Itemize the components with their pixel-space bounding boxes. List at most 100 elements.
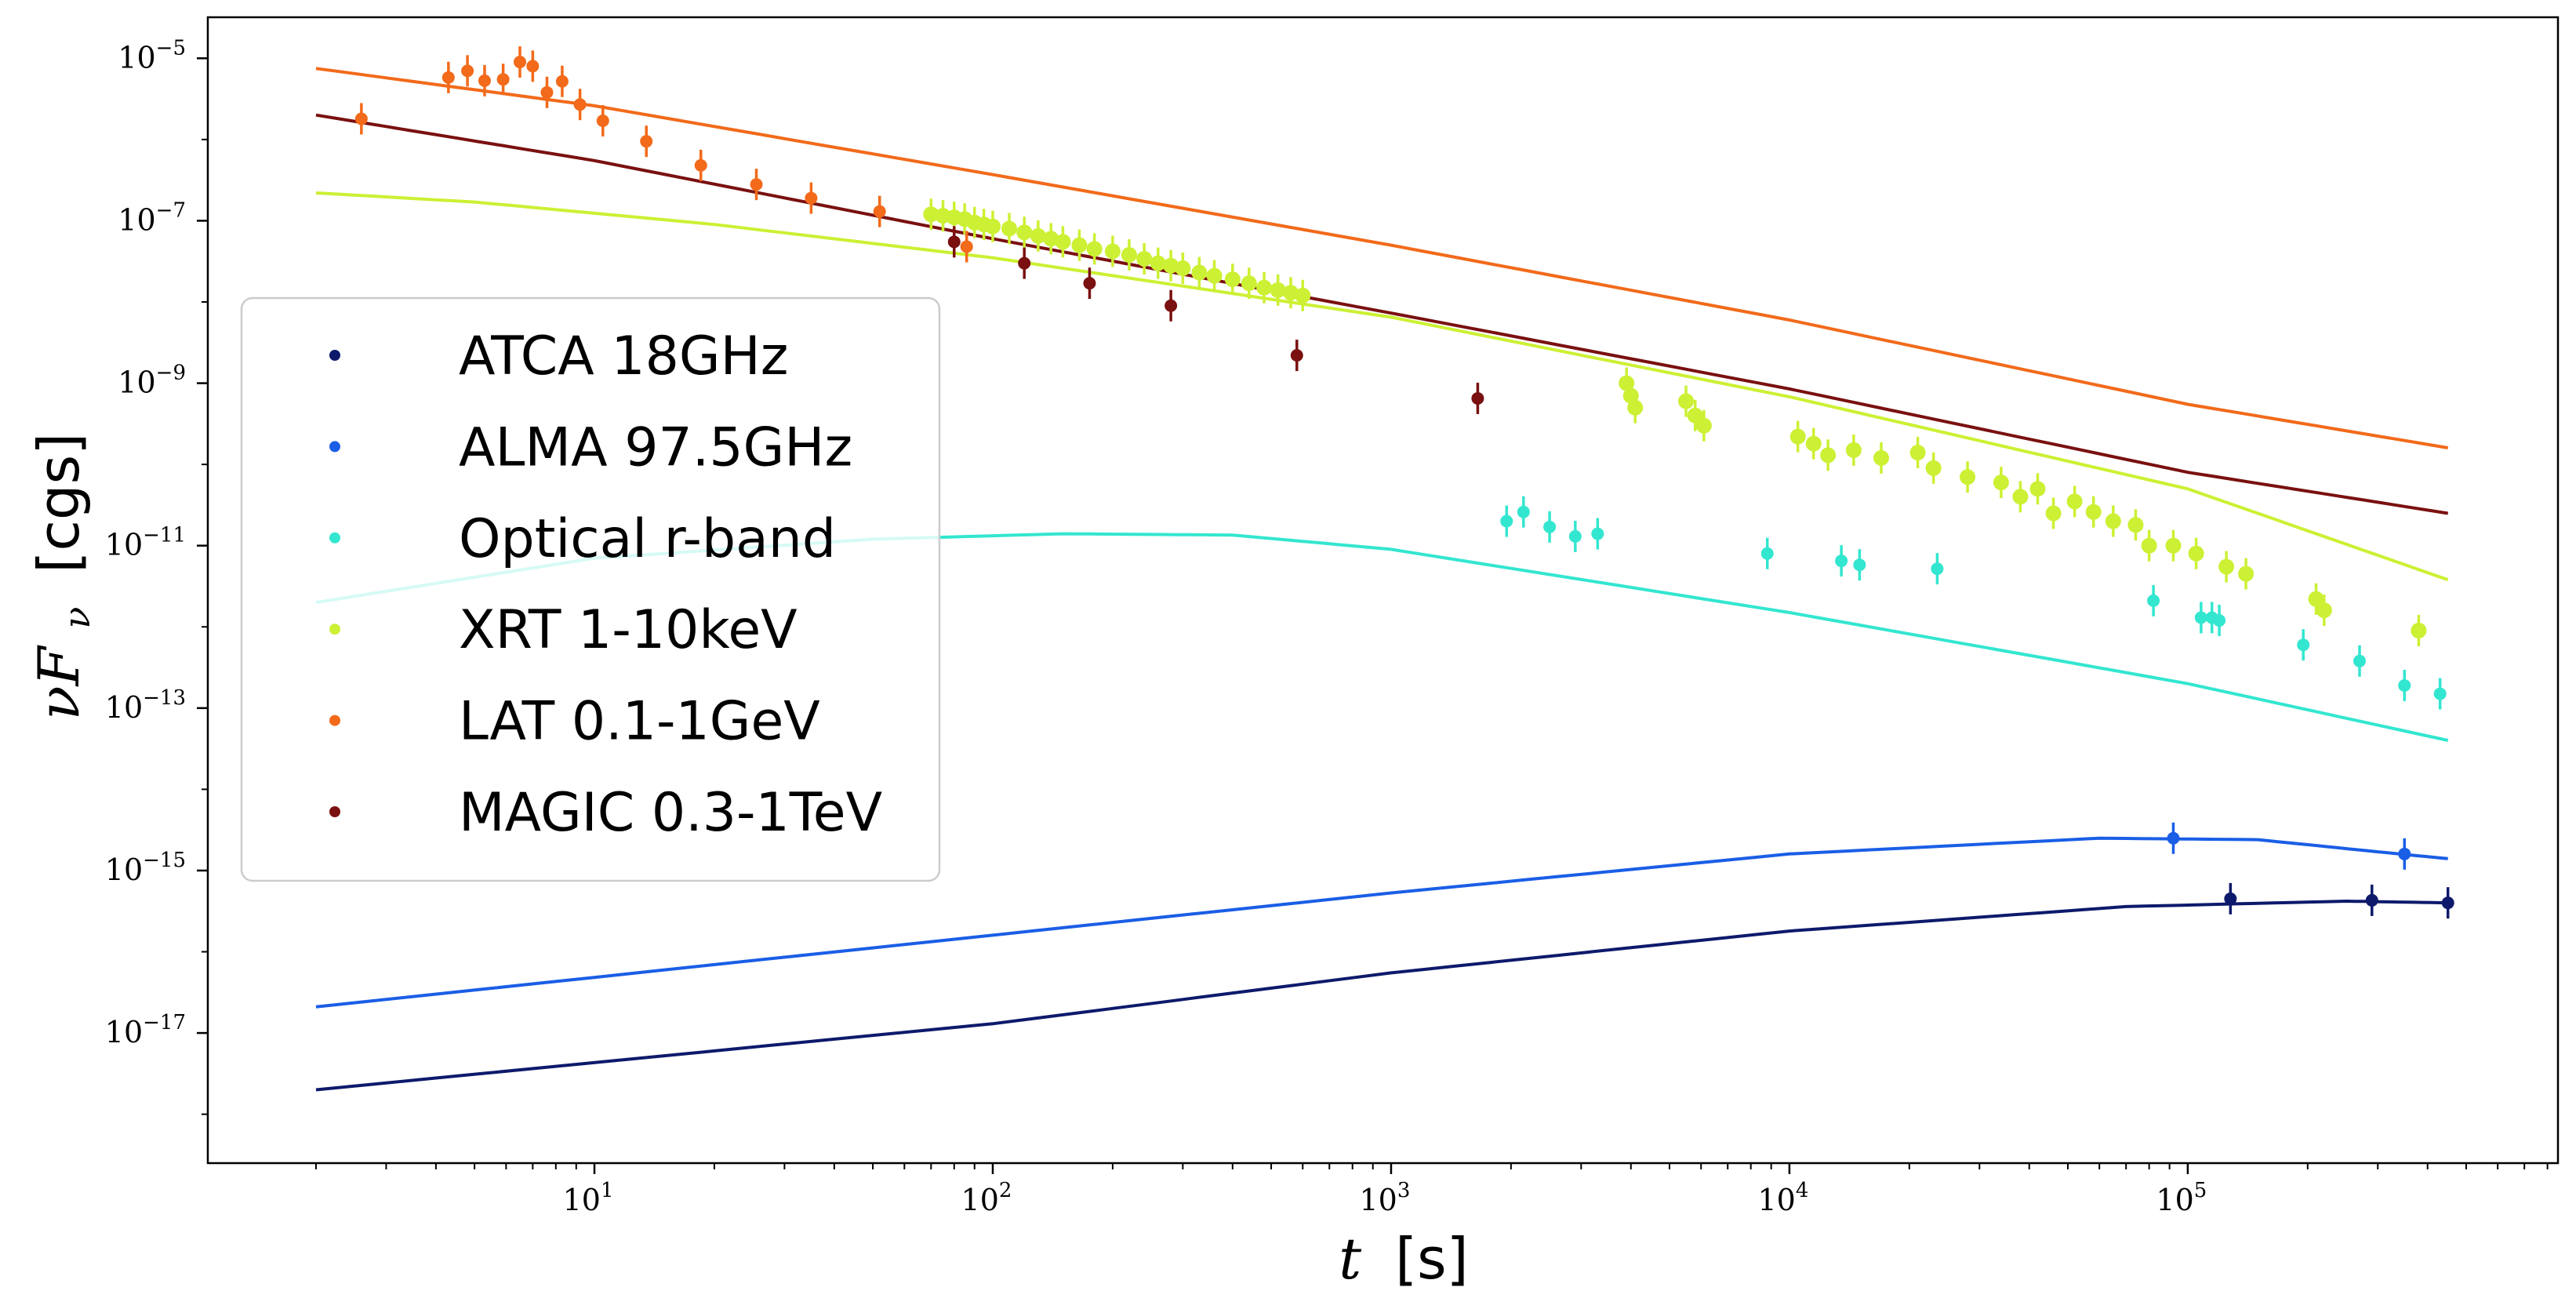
data-point [2238, 565, 2254, 582]
data-point [2127, 517, 2144, 533]
data-point [2085, 504, 2102, 520]
x-tick-exponent: 5 [2194, 1179, 2207, 1202]
y-axis-unit: [cgs] [26, 433, 92, 573]
data-point [1086, 241, 1103, 257]
data-point [2308, 591, 2324, 607]
data-point [1820, 447, 1837, 464]
y-tick-exponent: −7 [156, 198, 186, 222]
model-line-0 [315, 899, 2448, 1092]
data-point [1517, 505, 1530, 518]
legend-box [240, 296, 941, 882]
data-points [354, 46, 2454, 919]
legend-label: MAGIC 0.3-1TeV [459, 782, 882, 844]
data-point [1678, 393, 1695, 409]
data-point [1256, 279, 1273, 296]
data-point [947, 235, 961, 249]
data-point [1290, 349, 1303, 362]
data-point [2353, 654, 2367, 667]
data-point [496, 73, 510, 86]
data-point [960, 240, 973, 253]
legend: ATCA 18GHz ALMA 97.5GHz Optical r-band XRT … [240, 296, 941, 882]
data-point [2029, 481, 2046, 497]
data-point [2066, 493, 2083, 510]
data-point [441, 71, 455, 84]
data-point [2105, 513, 2121, 529]
data-point [923, 206, 939, 223]
legend-label: ALMA 97.5GHz [459, 416, 852, 478]
data-point [1001, 220, 1018, 237]
data-point [750, 178, 763, 191]
y-tick-exponent: −17 [143, 1011, 186, 1034]
data-point [2316, 602, 2332, 619]
data-point [526, 60, 540, 73]
x-axis-unit: [s] [1395, 1226, 1469, 1292]
data-point [1136, 250, 1153, 267]
data-point [2167, 831, 2180, 845]
data-point [1543, 520, 1557, 533]
data-point [1030, 227, 1046, 244]
data-point [2045, 505, 2062, 522]
legend-marker [329, 806, 340, 817]
data-point [461, 64, 474, 78]
data-point [540, 85, 554, 99]
legend-label: LAT 0.1-1GeV [459, 691, 820, 753]
legend-label: ATCA 18GHz [459, 325, 788, 387]
data-point [2141, 537, 2157, 554]
y-axis-variable-subscript: ν [56, 607, 98, 629]
model-line-1 [315, 836, 2448, 1009]
data-point [1270, 282, 1286, 298]
legend-marker [329, 624, 340, 635]
data-point [694, 158, 707, 172]
data-point [2188, 545, 2204, 562]
data-point [2194, 611, 2207, 624]
x-tick-exponent: 4 [1796, 1179, 1809, 1202]
data-point [2441, 896, 2454, 910]
data-point [1206, 267, 1223, 284]
data-point [1568, 529, 1582, 543]
data-point [1873, 449, 1889, 466]
x-tick-exponent: 3 [1397, 1179, 1411, 1202]
y-axis-label: νF ν [cgs] [26, 433, 103, 720]
x-tick-exponent: 1 [601, 1179, 614, 1202]
data-point [1760, 547, 1774, 560]
data-point [478, 74, 491, 87]
data-point [514, 56, 527, 69]
data-point [1241, 275, 1257, 292]
data-point [1925, 460, 1942, 476]
data-point [1789, 428, 1806, 445]
data-point [2297, 638, 2310, 652]
data-point [1016, 224, 1033, 241]
data-point [1909, 445, 1926, 461]
data-point [1805, 435, 1822, 452]
legend-label: Optical r-band [459, 508, 836, 570]
data-point [1191, 264, 1208, 281]
y-tick-exponent: −15 [143, 849, 186, 872]
data-point [2218, 558, 2235, 575]
data-point [1471, 391, 1484, 405]
x-axis-label: t [s] [1339, 1226, 1469, 1292]
data-point [1083, 277, 1096, 290]
data-point [1104, 243, 1121, 260]
legend-marker [329, 441, 340, 453]
y-tick-exponent: −13 [143, 686, 186, 710]
data-point [1055, 234, 1071, 250]
data-point [1853, 558, 1866, 572]
x-axis-ticks: 101 102 103 104 105 [314, 1163, 2549, 1217]
data-point [1591, 527, 1604, 540]
y-axis-variable: νF [26, 644, 92, 720]
data-point [2165, 537, 2182, 554]
plot-frame [206, 16, 2560, 1165]
data-point [354, 112, 368, 125]
data-point [805, 191, 818, 205]
data-point [1224, 271, 1241, 288]
model-line-4 [315, 67, 2449, 449]
data-point [1018, 256, 1031, 270]
data-point [873, 205, 886, 218]
model-line-3 [315, 191, 2449, 582]
data-point [1845, 442, 1862, 458]
x-tick-label: 102 [961, 1179, 1012, 1217]
data-point [555, 75, 569, 88]
data-point [1164, 299, 1178, 312]
data-point [1175, 260, 1191, 277]
data-point [2012, 489, 2029, 505]
